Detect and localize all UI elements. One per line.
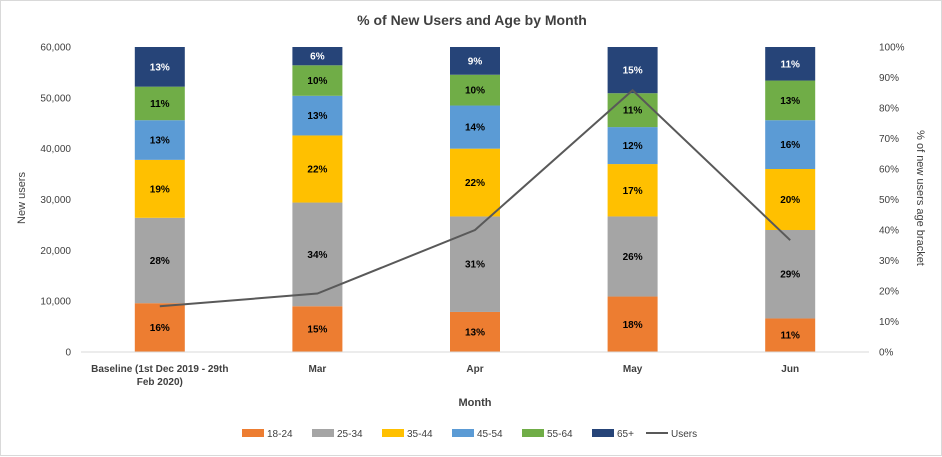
- plot-area: 16% 28% 19% 13% 11% 13% 15% 34% 22% 13% 10% 6% 13% 31…: [135, 47, 815, 352]
- bar-data-label: 6%: [310, 52, 325, 63]
- y2-tick-label: 0%: [879, 348, 894, 359]
- legend-item: 45-54: [452, 429, 503, 440]
- y2-tick-label: 90%: [879, 73, 899, 84]
- legend-label: 65+: [617, 429, 634, 440]
- bar-data-label: 11%: [623, 106, 643, 117]
- bar-data-label: 26%: [623, 252, 643, 263]
- bar-data-label: 34%: [307, 250, 327, 261]
- y-tick-label: 20,000: [40, 246, 71, 257]
- legend-swatch: [522, 429, 544, 437]
- y2-tick-label: 60%: [879, 165, 899, 176]
- x-tick-label: Baseline (1st Dec 2019 - 29th: [91, 364, 228, 375]
- bar-data-label: 16%: [150, 323, 170, 334]
- legend-label: 18-24: [267, 429, 293, 440]
- y2-tick-label: 80%: [879, 104, 899, 115]
- legend-swatch: [382, 429, 404, 437]
- bar-data-label: 10%: [465, 86, 485, 97]
- legend-item: Users: [646, 429, 697, 440]
- legend-item: 65+: [592, 429, 634, 440]
- bar-data-label: 20%: [780, 195, 800, 206]
- x-tick-label: May: [623, 364, 643, 375]
- legend-swatch: [592, 429, 614, 437]
- y-tick-label: 10,000: [40, 297, 71, 308]
- bar-data-label: 19%: [150, 184, 170, 195]
- legend: 18-24 25-34 35-44 45-54 55-64 65+ Users: [242, 429, 697, 440]
- chart-title: % of New Users and Age by Month: [357, 12, 587, 28]
- legend-label: 45-54: [477, 429, 503, 440]
- legend-label: Users: [671, 429, 697, 440]
- bar-data-label: 15%: [307, 325, 327, 336]
- bar-data-label: 12%: [623, 141, 643, 152]
- x-tick-label: Jun: [781, 364, 799, 375]
- y-axis-right: 0% 10% 20% 30% 40% 50% 60% 70% 80% 90% 100%: [879, 43, 905, 359]
- bar-data-label: 17%: [623, 186, 643, 197]
- legend-item: 55-64: [522, 429, 573, 440]
- bar-data-label: 11%: [780, 59, 800, 70]
- bar-data-label: 22%: [307, 165, 327, 176]
- bar-data-label: 13%: [307, 111, 327, 122]
- y-tick-label: 40,000: [40, 144, 71, 155]
- y-tick-label: 50,000: [40, 93, 71, 104]
- bar-data-label: 13%: [780, 96, 800, 107]
- y2-tick-label: 30%: [879, 256, 899, 267]
- y2-tick-label: 20%: [879, 287, 899, 298]
- legend-swatch: [242, 429, 264, 437]
- bar-data-label: 9%: [468, 56, 483, 67]
- bar-data-label: 13%: [150, 136, 170, 147]
- bar-data-label: 13%: [465, 327, 485, 338]
- legend-swatch: [452, 429, 474, 437]
- bar-data-label: 11%: [780, 331, 800, 342]
- legend-label: 55-64: [547, 429, 573, 440]
- legend-label: 35-44: [407, 429, 433, 440]
- y2-axis-label: % of new users age bracket: [914, 130, 926, 266]
- bar-data-label: 29%: [780, 270, 800, 281]
- legend-item: 18-24: [242, 429, 293, 440]
- y-axis-label: New users: [16, 172, 28, 224]
- bar-data-label: 15%: [623, 66, 643, 77]
- x-tick-label: Apr: [466, 364, 483, 375]
- y-tick-label: 30,000: [40, 195, 71, 206]
- bar-data-label: 16%: [780, 140, 800, 151]
- bar-data-label: 31%: [465, 260, 485, 271]
- x-tick-label: Feb 2020): [137, 377, 183, 388]
- legend-item: 35-44: [382, 429, 433, 440]
- x-tick-label: Mar: [309, 364, 327, 375]
- bar-data-label: 28%: [150, 256, 170, 267]
- bar-data-label: 22%: [465, 178, 485, 189]
- bar-data-label: 14%: [465, 123, 485, 134]
- y-axis-left: 0 10,000 20,000 30,000 40,000 50,000 60,000: [40, 43, 71, 359]
- y2-tick-label: 10%: [879, 317, 899, 328]
- bar-data-label: 13%: [150, 62, 170, 73]
- legend-label: 25-34: [337, 429, 363, 440]
- legend-swatch: [312, 429, 334, 437]
- bar-data-label: 18%: [623, 320, 643, 331]
- legend-item: 25-34: [312, 429, 363, 440]
- y2-tick-label: 50%: [879, 195, 899, 206]
- bar-data-label: 10%: [307, 76, 327, 87]
- y-tick-label: 0: [65, 348, 71, 359]
- x-axis: Baseline (1st Dec 2019 - 29th Feb 2020) Ma…: [81, 352, 869, 388]
- bar-data-label: 11%: [150, 99, 170, 110]
- y2-tick-label: 100%: [879, 43, 905, 54]
- y-tick-label: 60,000: [40, 43, 71, 54]
- x-axis-label: Month: [459, 397, 492, 409]
- y2-tick-label: 70%: [879, 134, 899, 145]
- y2-tick-label: 40%: [879, 226, 899, 237]
